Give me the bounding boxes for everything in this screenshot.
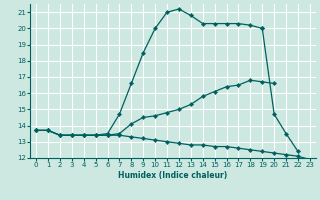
X-axis label: Humidex (Indice chaleur): Humidex (Indice chaleur): [118, 171, 228, 180]
